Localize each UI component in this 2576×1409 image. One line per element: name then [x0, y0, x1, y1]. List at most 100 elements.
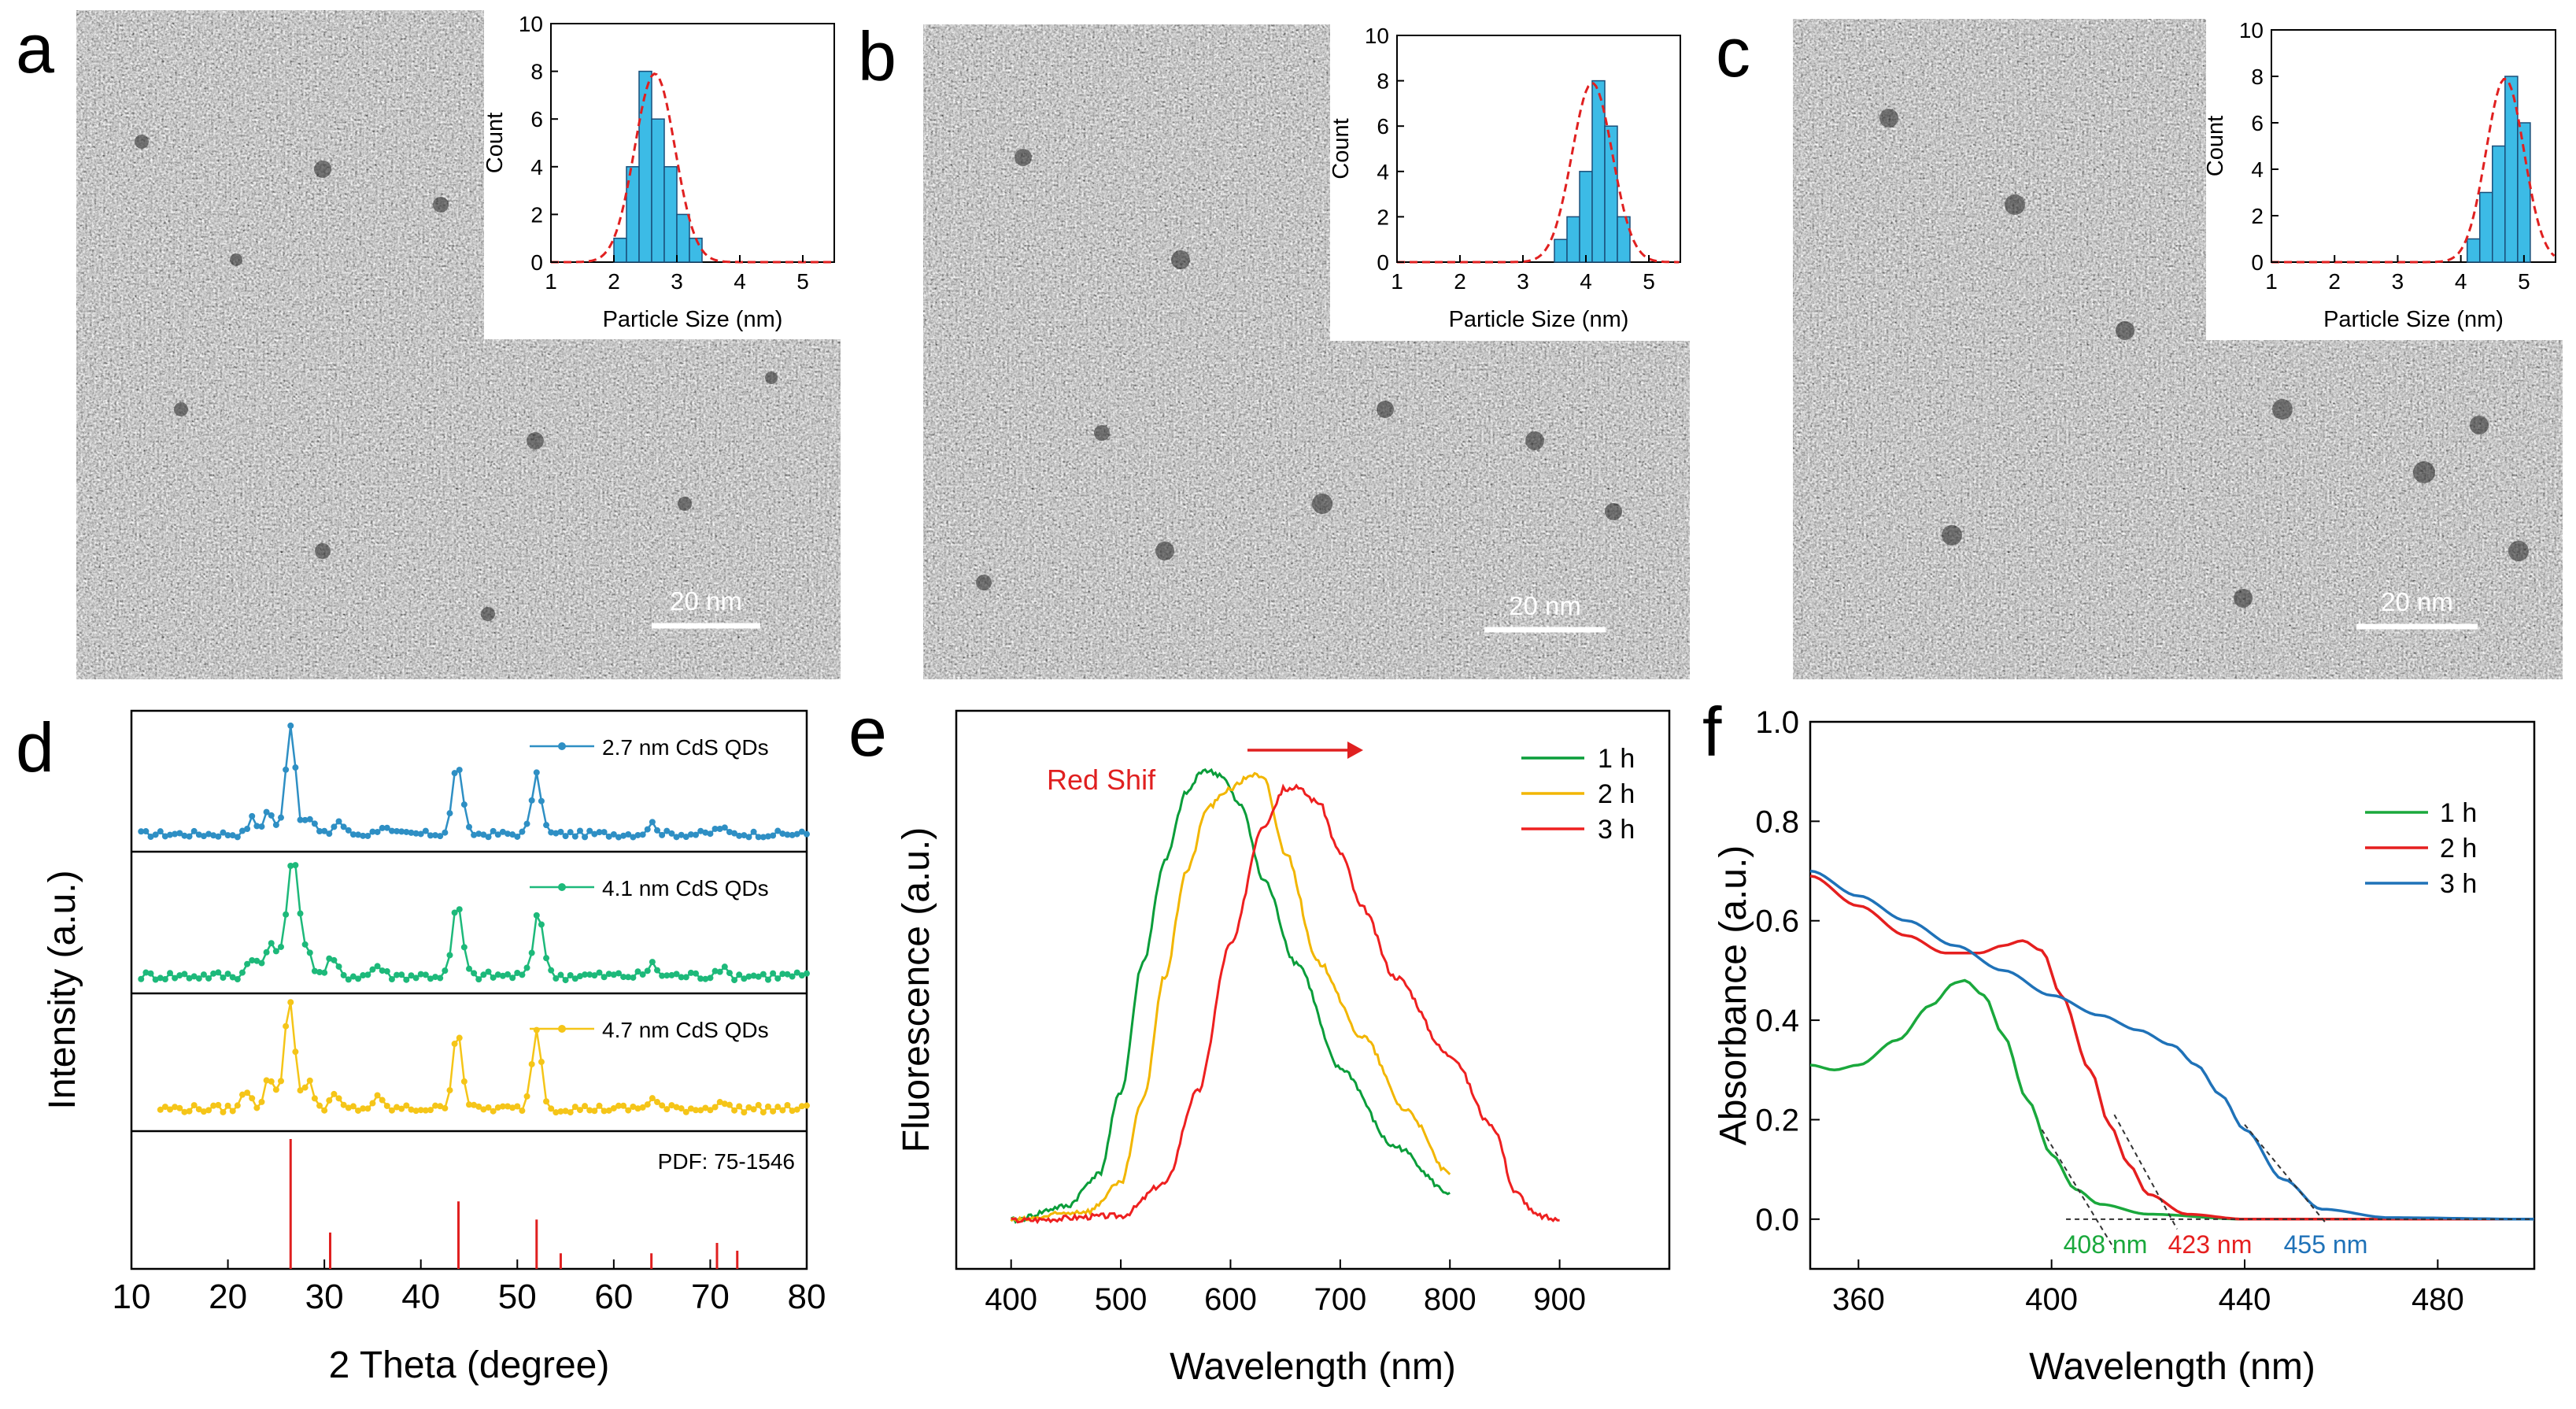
xrd-point	[152, 831, 159, 838]
inset-a-bar	[638, 70, 652, 263]
xrd-point	[605, 833, 612, 840]
xrd-chart: 2.7 nm CdS QDs 4.1 nm CdS QDs 4.7 nm CdS Q…	[42, 709, 826, 1386]
xrd-point	[687, 969, 694, 976]
xrd-point	[591, 830, 598, 838]
xrd-point	[750, 1106, 757, 1113]
xrd-point	[639, 1104, 646, 1111]
xrd-xtick-label: 30	[305, 1278, 344, 1316]
pl-chart: 1 h 2 h 3 h Red Shif 400 500 600 700 800 900 Wavel…	[896, 709, 1671, 1388]
xrd-point	[770, 832, 777, 839]
xrd-point	[176, 830, 183, 837]
inset-c-ylabel: Count	[2203, 116, 2228, 176]
xrd-point	[224, 971, 231, 978]
xrd-point	[200, 833, 207, 840]
xrd-point	[152, 976, 159, 983]
xrd-point	[567, 829, 574, 836]
xrd-point	[625, 1107, 632, 1114]
xrd-point	[167, 1106, 174, 1113]
xrd-point	[571, 975, 578, 982]
xrd-point	[316, 968, 323, 975]
xrd-point	[345, 1104, 352, 1111]
xrd-point	[553, 1109, 560, 1116]
xrd-point	[576, 1107, 583, 1114]
xrd-point	[755, 973, 762, 980]
inset-c-bar	[2478, 191, 2493, 263]
xrd-point	[451, 909, 458, 916]
xrd-point	[601, 829, 608, 836]
xrd-frame	[130, 709, 808, 1270]
xrd-point	[480, 971, 487, 978]
xrd-point	[249, 1095, 256, 1102]
xrd-point	[673, 834, 680, 841]
xrd-point	[316, 1102, 323, 1109]
inset-c-bar	[2504, 76, 2519, 263]
xrd-point	[364, 832, 371, 839]
xrd-point	[234, 1102, 241, 1109]
xrd-point	[562, 977, 569, 984]
xrd-point	[509, 974, 516, 982]
xrd-point	[774, 827, 782, 834]
xrd-point	[311, 967, 318, 974]
xrd-point	[161, 1104, 168, 1111]
xrd-point	[349, 1103, 357, 1110]
xrd-point	[383, 824, 390, 831]
xrd-point	[321, 1107, 328, 1114]
xrd-point	[702, 1104, 709, 1111]
abs-wavelength-annotation: 455 nm	[2284, 1230, 2368, 1259]
xrd-point	[335, 963, 342, 970]
tem-particles-b	[976, 149, 1622, 590]
abs-series-line	[1809, 869, 2534, 1221]
xrd-point	[379, 1097, 386, 1104]
xrd-point	[147, 970, 154, 977]
xrd-point	[238, 969, 246, 976]
inset-b-ytick-label: 6	[1377, 114, 1389, 139]
xrd-point	[388, 975, 395, 982]
inset-b-chart: 1 2 3 4 5 0 2 4 6 8 10 Particle Size (nm) Count	[1329, 24, 1681, 332]
pl-series-line	[1011, 767, 1451, 1225]
inset-c-xtick-label: 3	[2392, 269, 2404, 294]
xrd-point	[759, 1109, 767, 1116]
xrd-point	[562, 833, 569, 840]
xrd-point	[620, 832, 627, 839]
xrd-point	[707, 1107, 714, 1114]
xrd-point	[649, 819, 656, 826]
xrd-point	[181, 971, 188, 978]
xrd-point	[726, 970, 733, 977]
xrd-point	[543, 955, 550, 962]
xrd-point	[224, 1102, 231, 1109]
xrd-point	[355, 1107, 362, 1114]
xrd-point	[138, 975, 145, 982]
xrd-point	[605, 971, 612, 978]
inset-a-ytick-label: 4	[530, 155, 543, 179]
xrd-point	[427, 975, 434, 982]
xrd-point	[263, 808, 270, 815]
xrd-point	[172, 830, 179, 838]
inset-a-ytick-label: 2	[530, 202, 543, 227]
xrd-point	[523, 964, 530, 971]
abs-tangent-line	[2113, 1114, 2179, 1230]
pl-shift-arrow-head	[1347, 741, 1363, 759]
xrd-point	[659, 972, 666, 979]
xrd-legend-marker	[558, 1025, 566, 1033]
xrd-point	[548, 1105, 555, 1112]
inset-b-ytick-label: 2	[1377, 205, 1389, 229]
abs-ytick-label: 0.6	[1755, 904, 1799, 939]
xrd-point	[422, 827, 429, 834]
inset-a-xtick-label: 1	[545, 269, 557, 294]
xrd-point	[157, 828, 164, 835]
pl-series-line	[1010, 771, 1451, 1222]
xrd-point	[759, 834, 767, 841]
xrd-point	[644, 826, 651, 833]
xrd-point	[253, 957, 261, 964]
xrd-point	[750, 828, 757, 835]
xrd-point	[678, 974, 685, 981]
xrd-point	[432, 832, 439, 839]
xrd-point	[258, 823, 265, 830]
xrd-point	[509, 1104, 516, 1111]
xrd-point	[687, 1105, 694, 1112]
xrd-point	[504, 971, 512, 978]
xrd-point	[427, 1107, 434, 1114]
xrd-point	[755, 834, 762, 841]
xrd-point	[726, 829, 733, 836]
xrd-point	[649, 1095, 656, 1102]
